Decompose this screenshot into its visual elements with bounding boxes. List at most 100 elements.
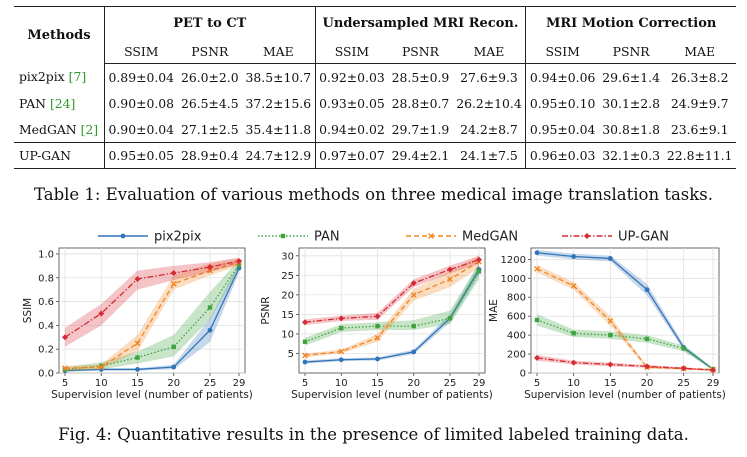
confidence-band (305, 255, 479, 358)
confidence-band (65, 258, 239, 371)
metric-value-cell: 29.6±1.4 (602, 69, 660, 85)
table-body: pix2pix [7] 0.89±0.04 26.0±2.0 38.5±10.7 0.9… (14, 63, 736, 169)
citation-link[interactable]: [7] (68, 69, 87, 85)
y-tick-label: 30 (281, 251, 294, 262)
metric-value-cell: 0.90±0.08 (108, 95, 175, 111)
legend-label-medgan: MedGAN (462, 230, 518, 245)
series-pan (302, 263, 482, 346)
data-point (338, 348, 345, 355)
series-line (304, 261, 480, 357)
data-point (374, 334, 381, 341)
data-point (236, 262, 242, 267)
x-tick-label: 15 (604, 378, 617, 389)
data-point (171, 364, 177, 370)
x-axis-label: Supervision level (number of patients) (51, 389, 253, 401)
x-tick-label: 29 (473, 378, 486, 389)
data-point (98, 364, 105, 370)
y-tick-label: 10 (281, 329, 294, 340)
chart-panel-ssim: 0.0 0.2 0.4 0.6 0.8 1.0 5 10 15 20 25 29Supervision… (22, 247, 253, 401)
series-line (536, 319, 714, 370)
y-tick-label: 0.0 (38, 369, 54, 380)
legend-label-pix2pix: pix2pix (154, 230, 202, 245)
metric-value-cell: 0.89±0.04 (108, 69, 175, 85)
data-point (476, 256, 482, 263)
series-line (64, 267, 240, 372)
x-tick-label: 5 (62, 378, 68, 389)
y-tick-label: 400 (507, 331, 526, 342)
data-point (135, 367, 140, 372)
series-pan (62, 259, 242, 372)
y-tick-label: 0 (520, 369, 526, 380)
metric-value-cell: 37.2±15.6 (241, 90, 316, 116)
data-point (207, 305, 213, 310)
data-point (171, 344, 176, 350)
citation-link[interactable]: [24] (49, 95, 76, 111)
y-tick-label: 1200 (501, 255, 526, 266)
data-point (302, 352, 308, 359)
legend-label-up-gan: UP-GAN (618, 230, 669, 245)
results-table: Methods PET to CT Undersampled MRI Recon… (14, 6, 736, 169)
data-point (411, 349, 417, 355)
y-tick-label: 15 (281, 310, 294, 321)
metric-value-cell: 22.8±11.1 (663, 142, 736, 169)
table-caption: Table 1: Evaluation of various methods o… (34, 185, 713, 204)
figure-caption: Fig. 4: Quantitative results in the pres… (58, 425, 689, 444)
metric-value-cell: 23.6±9.1 (670, 121, 729, 137)
data-point (338, 357, 344, 363)
methods-header: Methods (14, 6, 105, 64)
confidence-band (65, 259, 239, 372)
data-point (134, 275, 141, 282)
series-up-gan (302, 255, 482, 326)
y-tick-label: 5 (288, 349, 294, 360)
data-point (608, 332, 613, 338)
confidence-band (537, 249, 713, 371)
data-point (570, 282, 577, 289)
data-point (570, 359, 577, 366)
legend-marker-medgan (428, 233, 434, 239)
y-tick-label: 0.2 (38, 345, 54, 356)
y-tick-label: 20 (281, 290, 294, 301)
x-tick-label: 25 (204, 378, 217, 389)
metric-header: PSNR (598, 39, 664, 64)
data-point (135, 355, 140, 360)
plot-area (530, 247, 720, 374)
data-point (170, 280, 177, 287)
metric-value-cell: 24.9±9.7 (670, 95, 729, 111)
metric-value-cell: 0.90±0.04 (108, 121, 175, 137)
x-tick-label: 20 (167, 378, 180, 389)
data-point (99, 363, 104, 369)
metric-value-cell: 30.8±1.8 (602, 121, 660, 137)
x-tick-label: 25 (444, 378, 457, 389)
x-tick-label: 10 (567, 378, 580, 389)
metric-value-cell: 24.7±12.9 (241, 142, 316, 169)
chart-legend: pix2pix PAN MedGAN UP-GAN (98, 230, 669, 245)
citation-link[interactable]: [2] (80, 121, 99, 137)
metric-value-cell: 30.1±2.8 (602, 95, 660, 111)
metric-value-cell: 29.7±1.9 (391, 121, 450, 137)
metric-value-cell: 28.8±0.7 (391, 95, 450, 111)
metric-value-cell: 24.1±7.5 (452, 142, 527, 169)
metric-value-cell: 0.95±0.10 (529, 95, 596, 111)
metric-header: SSIM (104, 39, 178, 64)
data-point (410, 291, 417, 298)
x-tick-label: 29 (233, 378, 246, 389)
metric-value-cell: 26.2±10.4 (452, 90, 527, 116)
metric-value-cell: 32.1±0.3 (598, 142, 664, 169)
metric-value-cell: 26.0±2.0 (180, 69, 239, 85)
data-point (207, 264, 213, 271)
x-tick-label: 10 (335, 378, 348, 389)
data-point (607, 256, 613, 261)
group-header-mri-recon: Undersampled MRI Recon. (315, 6, 527, 39)
y-tick-label: 25 (281, 271, 294, 282)
metric-value-cell: 27.6±9.3 (452, 63, 527, 90)
confidence-band (65, 257, 239, 347)
figure-4-charts: pix2pix PAN MedGAN UP-GAN 0.0 0.2 0.4 0.6 0.8 1.0… (22, 230, 726, 402)
data-point (410, 280, 417, 287)
group-header-motion-correction: MRI Motion Correction (525, 6, 736, 39)
group-header-pet-ct: PET to CT (104, 6, 316, 39)
data-point (62, 367, 68, 372)
series-line (536, 252, 714, 370)
data-point (236, 258, 242, 265)
data-point (447, 316, 453, 321)
x-tick-label: 20 (407, 378, 420, 389)
